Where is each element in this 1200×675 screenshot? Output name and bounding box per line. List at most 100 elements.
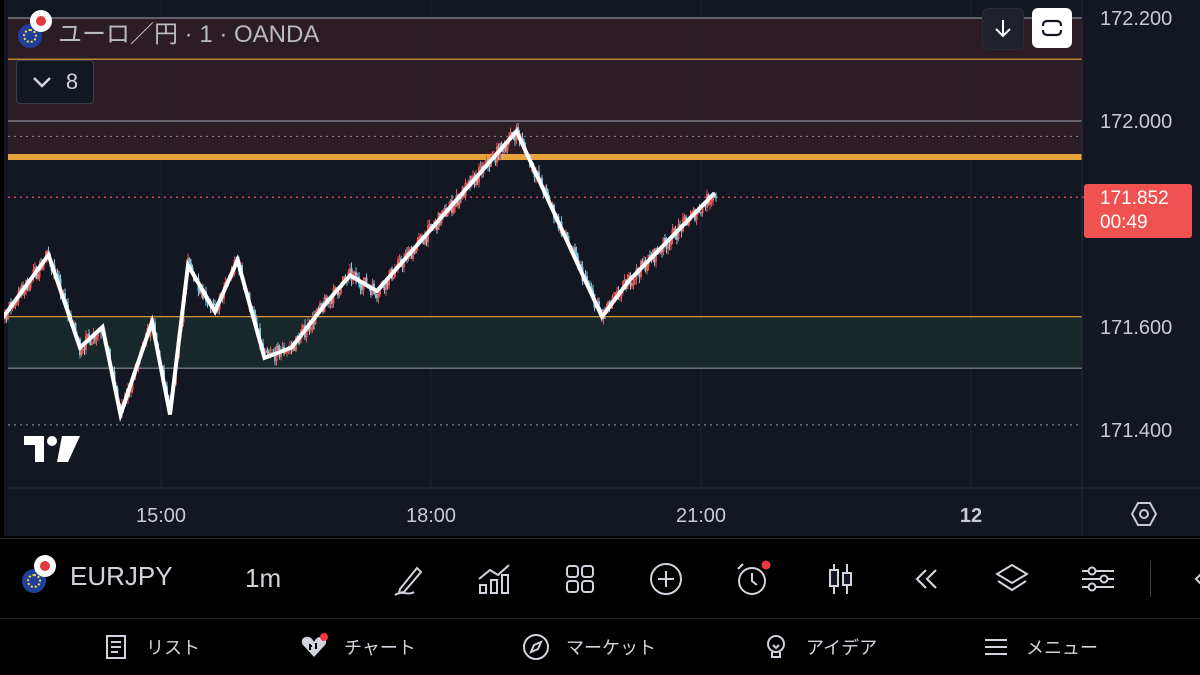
candle-body <box>376 295 378 298</box>
candle-body <box>631 285 633 287</box>
candle-body <box>97 332 99 337</box>
more-tools-button[interactable] <box>1176 559 1200 599</box>
candle-body <box>700 212 702 214</box>
candle-body <box>623 279 626 282</box>
candle-body <box>676 238 678 240</box>
hamburger-menu-icon <box>985 639 1007 655</box>
indicators-button[interactable] <box>474 559 514 599</box>
candle-body <box>28 288 30 291</box>
list-icon <box>106 635 126 659</box>
nav-chart[interactable]: チャート <box>300 633 416 661</box>
object-tree-button[interactable] <box>992 559 1032 599</box>
alarm-clock-icon <box>737 560 771 595</box>
candle-body <box>329 298 332 304</box>
candle-body <box>277 345 279 347</box>
price-axis-label: 172.000 <box>1100 111 1172 133</box>
candle-body <box>41 265 44 270</box>
chevron-down-icon <box>32 77 51 88</box>
chart-type-button[interactable] <box>820 559 860 599</box>
candle-body <box>373 283 375 291</box>
candle-body <box>14 302 17 306</box>
nav-market-label: マーケット <box>566 638 656 658</box>
time-axis-label: 18:00 <box>406 505 456 527</box>
candle-body <box>319 303 321 310</box>
fullscreen-icon <box>1041 19 1063 37</box>
interval-selector[interactable]: 1m <box>245 563 282 593</box>
candle-body <box>683 216 686 218</box>
candle-body <box>452 207 455 213</box>
plus-circle-icon <box>650 563 682 595</box>
alerts-button[interactable] <box>732 559 772 599</box>
candle-body <box>37 277 39 279</box>
nav-list[interactable]: リスト <box>102 633 200 661</box>
layouts-button[interactable] <box>560 559 600 599</box>
candle-body <box>715 196 717 198</box>
candle-body <box>34 267 36 270</box>
candle-body <box>398 258 401 261</box>
candle-body <box>280 352 282 357</box>
symbol-header[interactable]: ユーロ／円 · 1 · OANDA <box>18 9 319 49</box>
candle-body <box>214 304 216 306</box>
chart-settings-button[interactable] <box>1078 559 1118 599</box>
chart-area[interactable]: 172.200 172.000 171.600 171.400 15:00 18:00 21… <box>0 0 1200 536</box>
candle-body <box>337 291 339 296</box>
candle-body <box>310 328 312 331</box>
nav-menu-label: メニュー <box>1026 638 1098 658</box>
nav-ideas[interactable]: アイデア <box>762 633 877 661</box>
compare-symbol-button[interactable] <box>646 559 686 599</box>
chart-settings-icon[interactable] <box>1130 500 1158 528</box>
candle-body <box>665 242 668 249</box>
candle-body <box>188 258 191 264</box>
arrow-down-icon <box>995 20 1011 38</box>
candle-body <box>467 180 470 183</box>
candle-body <box>353 271 356 274</box>
price-chart[interactable]: 172.200 172.000 171.600 171.400 15:00 18:00 21… <box>4 0 1200 536</box>
fullscreen-button[interactable] <box>1032 8 1072 48</box>
candle-body <box>349 268 351 272</box>
candle-body <box>634 278 636 280</box>
candle-body <box>392 276 395 279</box>
nav-list-label: リスト <box>146 638 200 658</box>
candle-body <box>58 275 60 279</box>
candle-body <box>419 236 422 238</box>
candle-body <box>317 308 320 310</box>
candle-body <box>667 244 669 249</box>
candle-body <box>572 247 575 253</box>
indicators-collapse-button[interactable]: 8 <box>16 60 94 104</box>
candle-body <box>23 290 26 294</box>
nav-market[interactable]: マーケット <box>522 633 656 661</box>
candle-body <box>619 296 621 298</box>
candle-body <box>355 271 357 280</box>
candle-body <box>91 342 93 346</box>
candle-body <box>575 252 578 257</box>
candle-body <box>271 352 273 354</box>
candle-body <box>83 348 86 351</box>
candle-body <box>269 352 272 354</box>
scroll-to-latest-button[interactable] <box>982 8 1024 50</box>
nav-chart-label: チャート <box>344 638 416 658</box>
candle-body <box>362 282 365 290</box>
nav-menu[interactable]: メニュー <box>982 633 1098 661</box>
candle-body <box>607 301 609 309</box>
candle-body <box>265 350 267 354</box>
price-axis-label: 172.200 <box>1100 8 1172 30</box>
nav-ideas-label: アイデア <box>806 638 878 658</box>
symbol-selector[interactable]: EURJPY <box>22 554 173 593</box>
candle-body <box>646 265 648 272</box>
candle-body <box>418 237 420 241</box>
compass-icon <box>523 634 549 660</box>
candle-body <box>500 143 503 147</box>
candle-body <box>389 268 392 275</box>
candle-body <box>514 137 516 141</box>
candle-body <box>343 276 345 281</box>
candle-body <box>130 389 132 393</box>
candle-body <box>613 296 615 298</box>
candle-body <box>331 298 333 304</box>
candle-body <box>82 348 84 351</box>
replay-button[interactable] <box>906 559 946 599</box>
drawing-tools-button[interactable] <box>390 559 430 599</box>
indicators-icon <box>478 564 510 594</box>
chart-toolbar: EURJPY 1m <box>0 538 1200 618</box>
candle-body <box>547 191 549 198</box>
bar-countdown: 00:49 <box>1100 212 1148 233</box>
